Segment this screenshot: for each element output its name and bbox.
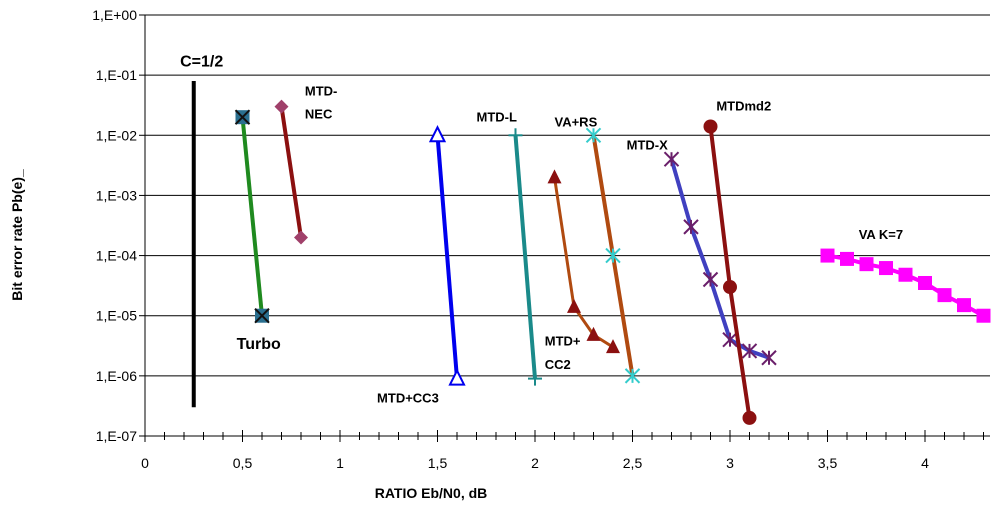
annotations: C=1/2 Turbo MTD- NEC MTD-L VA+RS MTD-X MTDmd2 VA… bbox=[180, 53, 903, 405]
star-marker bbox=[761, 350, 777, 366]
square-marker bbox=[859, 257, 874, 272]
annotation-label: MTDmd2 bbox=[716, 98, 771, 113]
series-line-mtd-l bbox=[513, 135, 537, 379]
diamond-marker bbox=[294, 230, 308, 245]
series-group bbox=[191, 80, 991, 425]
series-va-k-7 bbox=[820, 248, 991, 323]
box-x-marker bbox=[234, 109, 251, 125]
series-line-mtdmd2 bbox=[708, 126, 752, 419]
triangle-marker bbox=[567, 298, 581, 313]
series-mtd-l bbox=[508, 128, 542, 386]
x-tick-label: 0 bbox=[141, 455, 149, 471]
annotation-label: MTD- bbox=[305, 83, 338, 98]
square-marker bbox=[976, 308, 991, 323]
x-tick-label: 3 bbox=[726, 455, 734, 471]
box-x-marker-d2 bbox=[234, 109, 251, 125]
square-marker bbox=[957, 298, 971, 313]
x-axis-label: RATIO Eb/N0, dB bbox=[375, 485, 488, 501]
triangle-marker bbox=[586, 326, 601, 341]
star-marker bbox=[605, 247, 621, 264]
plus-marker bbox=[528, 371, 542, 386]
x-axis-ticks: 0 0,5 1 1,5 2 2,5 3 3,5 4 bbox=[141, 430, 984, 471]
series-mtd-nec bbox=[274, 99, 308, 245]
series-line-mtd-cc3 bbox=[435, 135, 459, 379]
series-mtdmd2 bbox=[703, 119, 757, 425]
y-axis-label: Bit error rate Pb(e)_ bbox=[9, 169, 25, 301]
box-x-marker-d2 bbox=[254, 308, 270, 324]
annotation-label: VA+RS bbox=[555, 114, 598, 129]
y-tick-label: 1,E-01 bbox=[96, 67, 137, 83]
square-marker bbox=[918, 275, 932, 290]
square-marker bbox=[840, 251, 854, 266]
x-tick-label: 1,5 bbox=[428, 455, 448, 471]
series-mtd-cc2 bbox=[547, 169, 620, 354]
series-line-turbo bbox=[240, 116, 264, 316]
star-marker bbox=[624, 368, 641, 384]
triangle-open-marker bbox=[428, 125, 447, 143]
x-tick-label: 2 bbox=[531, 455, 539, 471]
annotation-label: CC2 bbox=[545, 357, 571, 372]
circle-marker bbox=[742, 410, 757, 425]
gridlines bbox=[145, 14, 990, 437]
axes bbox=[144, 15, 990, 437]
diamond-marker bbox=[274, 99, 289, 114]
series-mtd-x bbox=[663, 151, 777, 366]
box-x-marker bbox=[254, 308, 270, 324]
y-tick-label: 1,E-06 bbox=[96, 368, 137, 384]
y-tick-label: 1,E-03 bbox=[96, 187, 137, 203]
triangle-marker bbox=[606, 339, 620, 354]
annotation-label: Turbo bbox=[237, 336, 281, 353]
annotation-label: VA K=7 bbox=[859, 227, 903, 242]
annotation-label: NEC bbox=[305, 107, 333, 122]
y-tick-label: 1,E-02 bbox=[96, 127, 137, 143]
square-marker bbox=[937, 288, 952, 303]
series-turbo bbox=[234, 109, 270, 324]
star-marker bbox=[702, 271, 719, 288]
annotation-label: MTD+CC3 bbox=[377, 391, 439, 406]
series-line-mtd-x bbox=[669, 158, 770, 360]
series-va-rs bbox=[585, 127, 641, 384]
series-mtd-cc3 bbox=[428, 125, 466, 386]
annotation-label: MTD-L bbox=[477, 109, 517, 124]
x-tick-label: 0,5 bbox=[233, 455, 253, 471]
x-tick-label: 3,5 bbox=[818, 455, 838, 471]
triangle-open-marker bbox=[448, 368, 466, 386]
annotation-label: MTD+ bbox=[545, 333, 581, 348]
y-tick-label: 1,E-07 bbox=[96, 428, 137, 444]
plus-marker bbox=[508, 128, 523, 143]
annotation-label: C=1/2 bbox=[180, 53, 223, 70]
x-tick-label: 1 bbox=[336, 455, 344, 471]
annotation-label: MTD-X bbox=[627, 138, 668, 153]
square-marker bbox=[879, 261, 893, 276]
series-line-mtd-nec bbox=[279, 106, 303, 238]
square-marker bbox=[820, 248, 835, 263]
star-marker bbox=[722, 331, 738, 348]
series-line-mtd-cc2 bbox=[553, 177, 614, 349]
circle-marker bbox=[703, 119, 718, 134]
square-marker bbox=[898, 267, 913, 282]
star-marker bbox=[663, 151, 680, 167]
y-tick-label: 1,E-04 bbox=[96, 248, 137, 264]
y-tick-label: 1,E-05 bbox=[96, 308, 137, 324]
y-axis-ticks: 1,E+00 1,E-01 1,E-02 1,E-03 1,E-04 1,E-05 1,E-… bbox=[92, 7, 145, 444]
triangle-marker bbox=[547, 169, 562, 184]
x-tick-label: 2,5 bbox=[623, 455, 643, 471]
star-marker bbox=[741, 343, 758, 359]
circle-marker bbox=[723, 280, 737, 295]
star-marker bbox=[585, 127, 602, 143]
y-tick-label: 1,E+00 bbox=[92, 7, 137, 23]
star-marker bbox=[683, 219, 699, 235]
x-tick-label: 4 bbox=[921, 455, 929, 471]
